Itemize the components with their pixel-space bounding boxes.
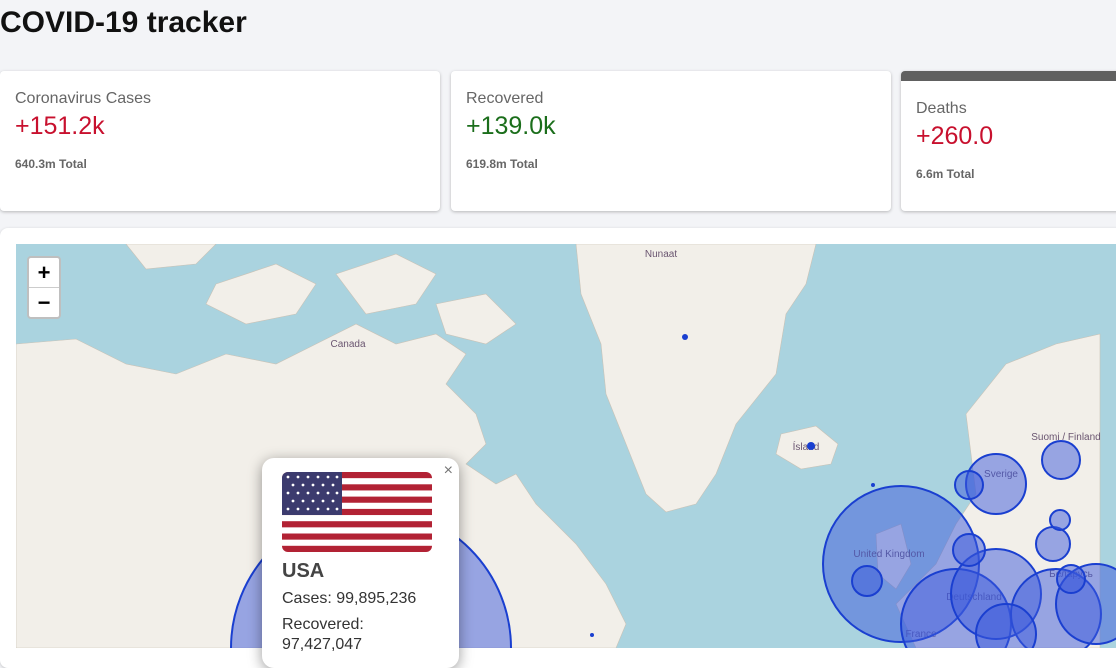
case-circle[interactable] <box>1049 509 1071 531</box>
case-circle[interactable] <box>952 533 986 567</box>
case-dot[interactable] <box>590 633 594 637</box>
case-circle[interactable] <box>1056 564 1086 594</box>
card-label: Recovered <box>466 90 544 107</box>
card-today: +260.0 <box>916 122 994 150</box>
card-today: +151.2k <box>15 112 105 140</box>
country-flag <box>282 472 432 552</box>
page-body: COVID-19 tracker Coronavirus Cases +151.… <box>0 6 1116 668</box>
case-circle[interactable] <box>954 470 984 500</box>
cases-card[interactable]: Coronavirus Cases +151.2k 640.3m Total <box>0 71 440 211</box>
card-label: Coronavirus Cases <box>15 90 152 107</box>
card-total: 6.6m Total <box>916 167 975 181</box>
case-circle[interactable] <box>1041 440 1081 480</box>
popup-country: USA <box>282 560 325 582</box>
card-label: Deaths <box>916 100 967 117</box>
deaths-card[interactable]: Deaths +260.0 6.6m Total <box>901 71 1116 211</box>
zoom-in[interactable]: + <box>37 260 51 285</box>
recovered-card[interactable]: Recovered +139.0k 619.8m Total <box>451 71 891 211</box>
country-popup: × USA Cases: 99,895,236 Recovered: 97,42… <box>262 458 459 668</box>
popup-close[interactable]: × <box>443 462 453 479</box>
case-circle[interactable] <box>851 565 883 597</box>
map[interactable]: Nunaat Canada Ísland United Kingdom Sver… <box>16 244 1116 648</box>
map-label: Ísland <box>793 440 820 453</box>
case-dot[interactable] <box>871 483 875 487</box>
map-label: Canada <box>330 339 365 350</box>
zoom-out[interactable]: − <box>29 287 59 317</box>
case-dot[interactable] <box>807 442 815 450</box>
popup-cases: Cases: 99,895,236 <box>282 590 417 607</box>
flag-stars <box>286 475 339 511</box>
popup-recovered: Recovered: 97,427,047 <box>282 616 364 653</box>
map-label: Suomi / Finland <box>1031 432 1100 443</box>
page: COVID-19 tracker {"header": {"title": "C… <box>0 6 1116 668</box>
map-label: Nunaat <box>645 249 677 260</box>
flag-stripes <box>282 472 432 552</box>
case-circle[interactable] <box>975 603 1037 648</box>
app-title: COVID-19 tracker <box>0 6 247 39</box>
zoom-control: + − <box>27 256 61 319</box>
card-today: +139.0k <box>466 112 556 140</box>
card-total: 640.3m Total <box>15 157 87 171</box>
case-dot[interactable] <box>682 334 688 340</box>
case-dots <box>590 334 875 637</box>
card-total: 619.8m Total <box>466 157 538 171</box>
case-circle[interactable] <box>1035 526 1071 562</box>
